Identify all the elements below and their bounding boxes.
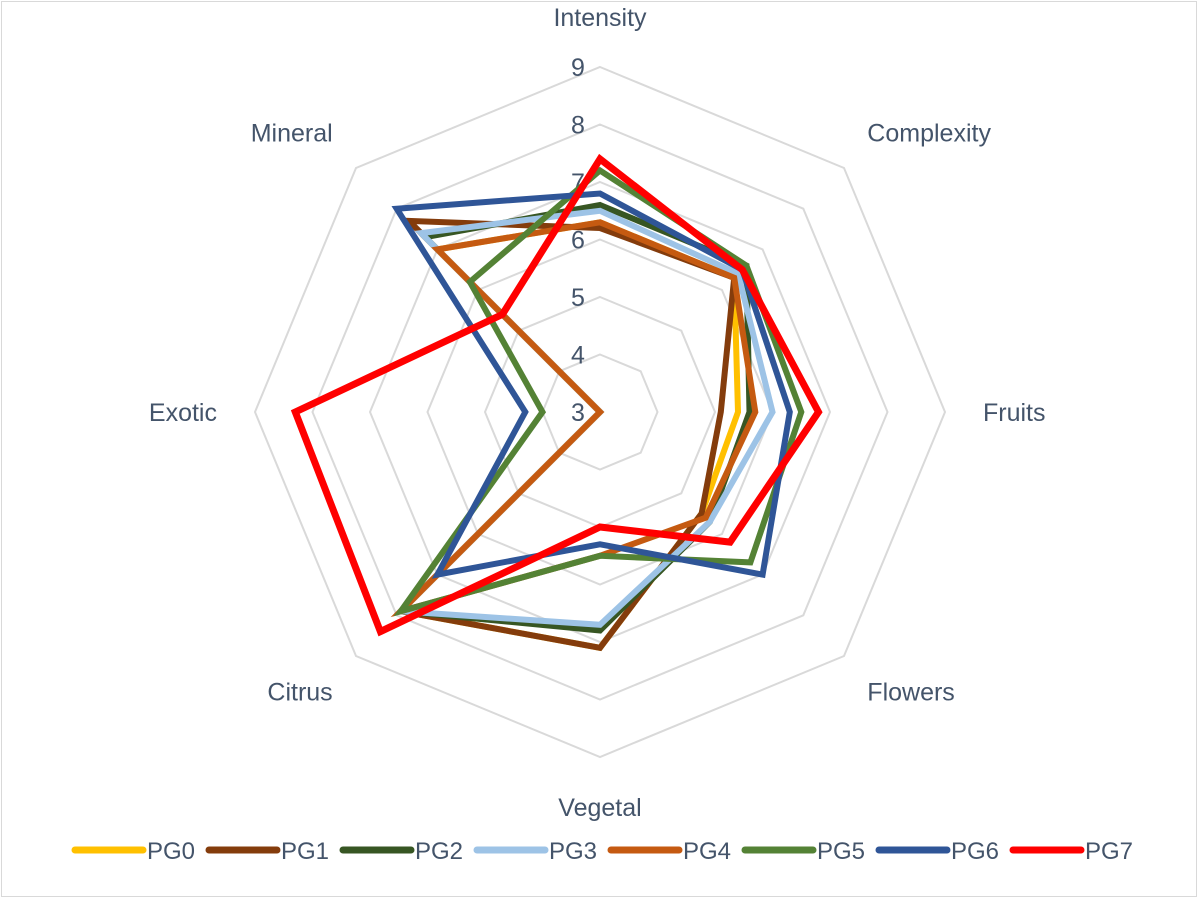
- legend-label-pg1: PG1: [281, 838, 329, 865]
- legend-label-pg3: PG3: [549, 838, 597, 865]
- legend-label-pg4: PG4: [683, 838, 731, 865]
- tick-label: 9: [571, 54, 585, 82]
- grid-ring-4: [541, 353, 659, 471]
- tick-label: 6: [571, 227, 585, 255]
- series-line-pg1: [394, 217, 738, 652]
- legend: PG0 PG1 PG2 PG3 PG4 PG5 PG6 PG7: [71, 838, 1133, 865]
- legend-label-pg6: PG6: [951, 838, 999, 865]
- tick-label: 5: [571, 284, 585, 312]
- axis-labels: Intensity Complexity Fruits Flowers Vegetal C…: [149, 4, 1046, 822]
- axis-label-intensity: Intensity: [553, 4, 647, 32]
- axis-label-mineral: Mineral: [251, 120, 333, 148]
- radar-grid: [253, 65, 947, 759]
- axis-label-fruits: Fruits: [983, 399, 1046, 427]
- legend-label-pg2: PG2: [415, 838, 463, 865]
- grid-ring-8: [311, 123, 889, 701]
- legend-label-pg7: PG7: [1085, 838, 1133, 865]
- tick-label: 8: [571, 112, 585, 140]
- series-lines: [290, 153, 823, 652]
- series-line-pg6: [391, 190, 793, 579]
- axis-label-complexity: Complexity: [867, 120, 991, 148]
- tick-label: 4: [571, 342, 585, 370]
- legend-label-pg5: PG5: [817, 838, 865, 865]
- axis-label-exotic: Exotic: [149, 399, 217, 427]
- axis-label-flowers: Flowers: [867, 678, 955, 706]
- legend-label-pg0: PG0: [147, 838, 195, 865]
- series-line-pg7: [290, 153, 823, 637]
- series-line-pg0: [394, 219, 742, 652]
- axis-label-vegetal: Vegetal: [558, 794, 641, 822]
- tick-label: 3: [571, 399, 585, 427]
- axis-label-citrus: Citrus: [267, 678, 332, 706]
- grid-ring-9: [253, 65, 947, 759]
- grid-ring-7: [368, 180, 832, 644]
